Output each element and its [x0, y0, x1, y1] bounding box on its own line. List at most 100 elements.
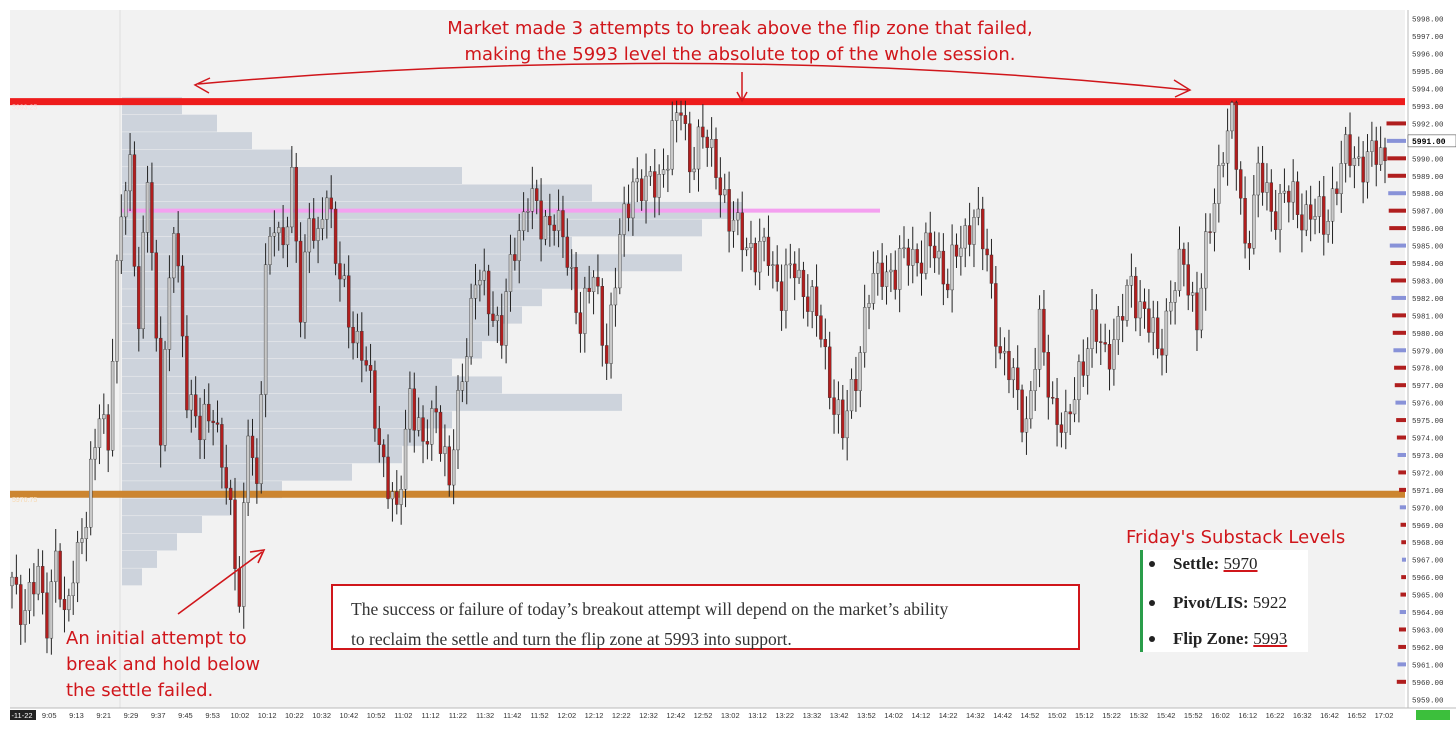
candle-body — [705, 136, 709, 148]
candle-body — [1142, 301, 1147, 309]
candle-body — [924, 232, 928, 274]
order-flow-bar — [1397, 662, 1406, 667]
candle-body — [500, 315, 504, 346]
candle-body — [657, 174, 661, 198]
candle-body — [54, 550, 58, 582]
order-flow-bar — [1388, 208, 1406, 213]
y-tick-label: 5985.00 — [1412, 244, 1444, 252]
candle-body — [635, 178, 639, 183]
candle-body — [1335, 188, 1339, 194]
candle-body — [906, 247, 911, 266]
down-arrow-head — [736, 91, 748, 103]
candle-body — [1225, 130, 1230, 164]
order-flow-bar — [1387, 173, 1406, 178]
candle-body — [10, 576, 14, 587]
candle-body — [932, 245, 937, 259]
candle-body — [338, 263, 342, 280]
candle-body — [648, 171, 653, 177]
x-tick-label: 16:32 — [1293, 711, 1312, 720]
x-tick-label: 9:13 — [69, 711, 84, 720]
candle-body — [727, 189, 731, 232]
candle-body — [893, 269, 897, 290]
candle-body — [1029, 390, 1033, 420]
candle-body — [723, 189, 727, 196]
y-tick-label: 5960.00 — [1412, 680, 1444, 688]
candle-body — [884, 271, 889, 287]
candle-body — [792, 263, 797, 279]
candle-body — [587, 287, 591, 292]
order-flow-bar — [1401, 575, 1406, 580]
candle-body — [854, 379, 858, 391]
candle-body — [1090, 309, 1094, 349]
candle-body — [1190, 292, 1195, 296]
level-label: Settle — [1173, 554, 1214, 573]
x-tick-label: 12:22 — [612, 711, 631, 720]
order-flow-bar — [1396, 418, 1406, 423]
volume-profile-bar — [122, 376, 502, 394]
y-tick-label: 5989.00 — [1412, 174, 1444, 182]
volume-profile-bar — [122, 114, 217, 132]
candle-body — [1016, 367, 1020, 391]
candle-body — [421, 417, 425, 442]
candle-body — [1383, 147, 1387, 162]
candle-body — [1256, 162, 1260, 196]
candle-body — [609, 304, 613, 364]
candle-body — [316, 228, 320, 241]
candle-body — [1033, 369, 1037, 391]
level-value: 5993 — [1253, 629, 1288, 648]
x-tick-label: 11:02 — [394, 711, 412, 720]
candle-body — [1291, 181, 1295, 203]
x-tick-label: 10:12 — [258, 711, 277, 720]
y-tick-label: 5987.00 — [1412, 209, 1444, 217]
order-flow-bar — [1394, 383, 1406, 388]
order-flow-bar — [1398, 470, 1406, 475]
candle-body — [849, 379, 854, 412]
x-tick-label: 13:52 — [857, 711, 876, 720]
levels-title: Friday's Substack Levels — [1126, 527, 1346, 548]
x-tick-label: 9:21 — [96, 711, 111, 720]
candle-body — [491, 313, 495, 321]
candle-body — [346, 275, 351, 328]
candle-body — [1155, 317, 1160, 349]
y-tick-label: 5981.00 — [1412, 313, 1444, 321]
candle-body — [701, 126, 705, 138]
info-box-text: The success or failure of today’s breako… — [351, 599, 949, 649]
y-tick-label: 5979.00 — [1412, 348, 1444, 356]
candle-body — [237, 568, 242, 607]
candle-body — [600, 286, 605, 346]
candle-body — [158, 337, 163, 446]
x-tick-label: 14:22 — [939, 711, 958, 720]
candle-body — [819, 315, 823, 340]
candle-body — [451, 449, 456, 486]
candle-body — [871, 273, 876, 304]
candle-body — [989, 254, 994, 284]
candle-body — [145, 182, 150, 233]
candle-body — [167, 277, 172, 350]
x-tick-label: 9:29 — [124, 711, 139, 720]
candle-body — [486, 270, 491, 315]
candle-body — [176, 233, 180, 267]
candle-body — [1147, 308, 1151, 333]
candle-body — [434, 408, 438, 413]
volume-profile-bar — [122, 132, 252, 150]
candle-body — [919, 262, 924, 274]
y-tick-label: 5984.00 — [1412, 261, 1444, 269]
x-tick-label: 16:42 — [1320, 711, 1339, 720]
candle-body — [320, 219, 325, 229]
volume-profile-bar — [122, 516, 202, 533]
candle-body — [495, 315, 500, 321]
candle-body — [438, 411, 443, 454]
candle-body — [1103, 342, 1107, 345]
candle-body — [298, 240, 303, 323]
candle-body — [775, 264, 779, 282]
candle-body — [224, 467, 228, 489]
candle-body — [189, 394, 193, 411]
y-tick-label: 5998.00 — [1412, 17, 1444, 25]
candle-body — [596, 276, 600, 287]
candle-body — [683, 115, 688, 124]
volume-profile-bar — [122, 149, 292, 167]
candle-body — [692, 168, 696, 173]
y-tick-label: 5988.00 — [1412, 191, 1444, 199]
x-tick-label: 13:42 — [830, 711, 849, 720]
candle-body — [150, 182, 154, 253]
